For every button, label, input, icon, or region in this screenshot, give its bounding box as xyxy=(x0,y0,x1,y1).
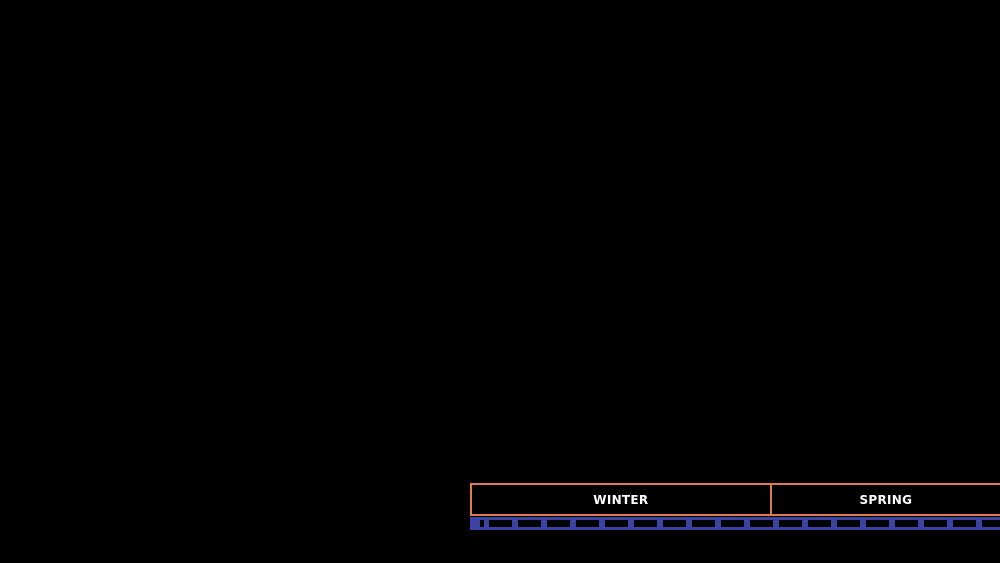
timeline-tick-cell xyxy=(518,520,541,527)
timeline-tick-cell xyxy=(866,520,889,527)
timeline-tick-cell xyxy=(924,520,947,527)
timeline-tick-cell xyxy=(692,520,715,527)
timeline-tick-cell xyxy=(779,520,802,527)
season-spring-label: SPRING xyxy=(859,492,913,507)
season-timeline: WINTER SPRING xyxy=(470,483,1000,531)
timeline-tick-cell xyxy=(489,520,512,527)
timeline-tick-cell xyxy=(982,520,1000,527)
season-winter: WINTER xyxy=(470,483,772,516)
season-spring: SPRING xyxy=(771,483,1000,516)
timeline-tick-cell xyxy=(953,520,976,527)
timeline-tick-cell xyxy=(721,520,744,527)
timeline-tick-cell xyxy=(605,520,628,527)
season-bar: WINTER SPRING xyxy=(470,483,1000,516)
timeline-tick-cell xyxy=(750,520,773,527)
timeline-tick-cell xyxy=(634,520,657,527)
timeline-tick-cell xyxy=(576,520,599,527)
timeline-tick-cell xyxy=(808,520,831,527)
timeline-tick-cell xyxy=(895,520,918,527)
timeline-tick-cell xyxy=(837,520,860,527)
timeline-tick-cell xyxy=(663,520,686,527)
timeline-tick-bar xyxy=(470,517,1000,530)
timeline-tick-cell xyxy=(480,520,484,527)
timeline-tick-cell xyxy=(547,520,570,527)
season-winter-label: WINTER xyxy=(593,492,649,507)
